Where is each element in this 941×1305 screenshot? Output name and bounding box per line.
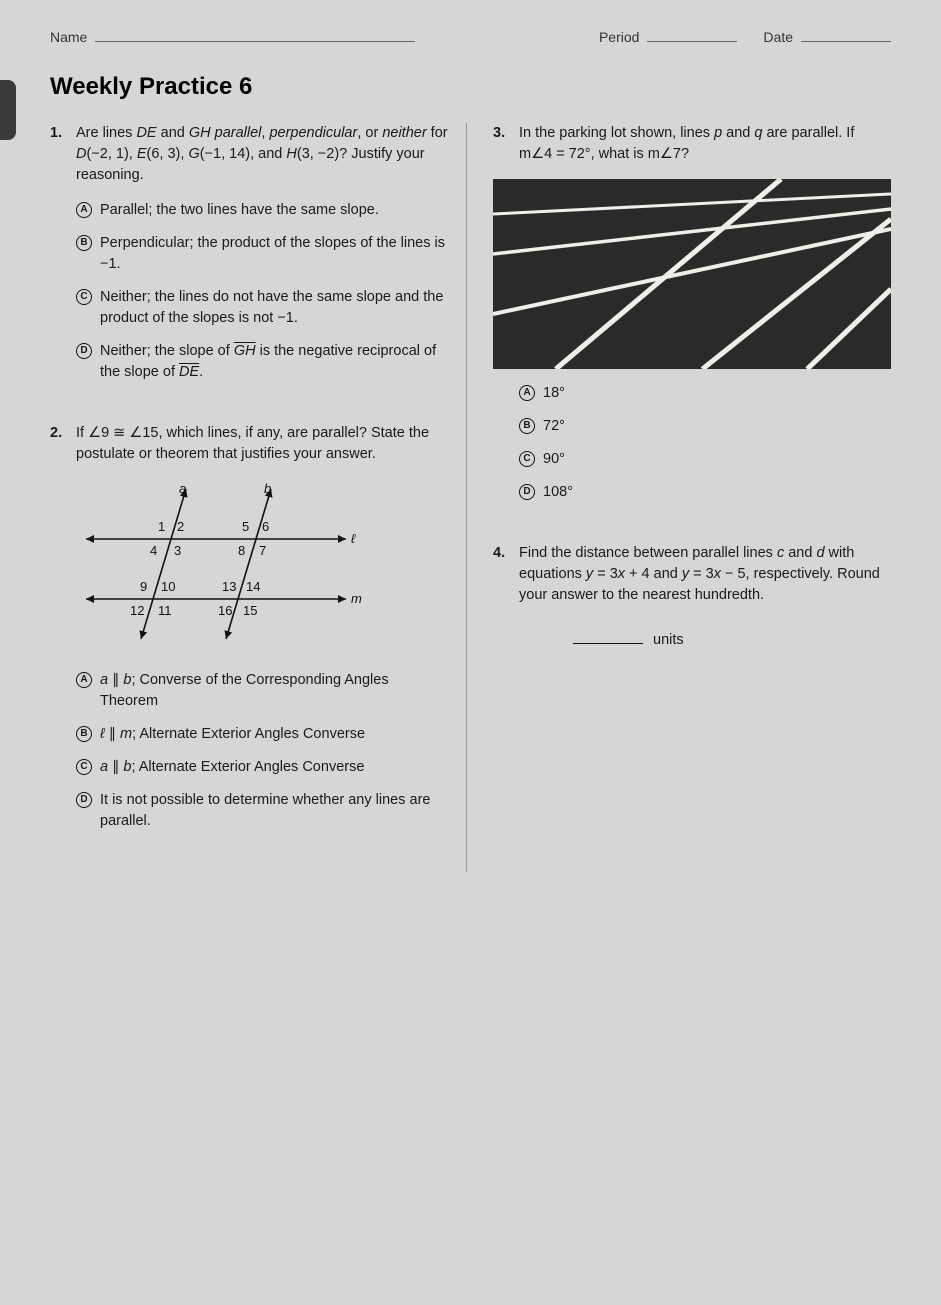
choice-text: a ∥ b; Converse of the Corresponding Ang… [100,670,448,712]
name-blank[interactable] [95,28,415,42]
choice-text: Perpendicular; the product of the slopes… [100,233,448,275]
problem-2: 2. If ∠9 ≅ ∠15, which lines, if any, are… [50,423,448,832]
problem-1-choices: A Parallel; the two lines have the same s… [50,200,448,383]
problem-4: 4. Find the distance between parallel li… [493,543,891,651]
choice-text: It is not possible to determine whether … [100,790,448,832]
svg-text:5: 5 [242,519,249,534]
svg-text:b: b [264,481,271,496]
choice-text: ℓ ∥ m; Alternate Exterior Angles Convers… [100,724,365,745]
choice-text: 18° [543,383,565,404]
problem-3: 3. In the parking lot shown, lines p and… [493,123,891,503]
choice-text: 72° [543,416,565,437]
svg-text:ℓ: ℓ [351,531,356,546]
choice-letter-icon: C [76,289,92,305]
choice-option[interactable]: D 108° [519,482,891,503]
problem-2-choices: Aa ∥ b; Converse of the Corresponding An… [50,670,448,832]
svg-text:10: 10 [161,579,175,594]
svg-text:m: m [351,591,362,606]
choice-letter-icon: B [76,726,92,742]
choice-text: Neither; the lines do not have the same … [100,287,448,329]
svg-text:13: 13 [222,579,236,594]
answer-blank[interactable] [573,630,643,644]
svg-text:14: 14 [246,579,260,594]
worksheet-header: Name Period Date [50,28,891,45]
right-column: 3. In the parking lot shown, lines p and… [493,123,891,872]
problem-1: 1. Are lines DE and GH parallel, perpend… [50,123,448,383]
period-blank[interactable] [647,28,737,42]
choice-text: Neither; the slope of GH is the negative… [100,341,448,383]
choice-letter-icon: C [76,759,92,775]
choice-option[interactable]: Bℓ ∥ m; Alternate Exterior Angles Conver… [76,724,448,745]
problem-number: 3. [493,123,511,165]
choice-option[interactable]: Ca ∥ b; Alternate Exterior Angles Conver… [76,757,448,778]
left-column: 1. Are lines DE and GH parallel, perpend… [50,123,467,872]
choice-letter-icon: B [76,235,92,251]
choice-letter-icon: A [76,672,92,688]
svg-text:a: a [179,481,186,496]
answer-units: units [653,632,684,648]
svg-text:4: 4 [150,543,157,558]
choice-letter-icon: D [519,484,535,500]
choice-option[interactable]: D It is not possible to determine whether… [76,790,448,832]
svg-text:11: 11 [158,603,172,618]
angles-diagram: a b ℓ m 12 4 3 56 87 9 10 12 11 13 14 16 15 [76,479,448,656]
period-label: Period [599,29,639,45]
problem-number: 4. [493,543,511,606]
choice-text: 90° [543,449,565,470]
choice-option[interactable]: B Perpendicular; the product of the slope… [76,233,448,275]
choice-option[interactable]: A 18° [519,383,891,404]
choice-text: Parallel; the two lines have the same sl… [100,200,379,221]
svg-text:1: 1 [158,519,165,534]
problem-prompt: If ∠9 ≅ ∠15, which lines, if any, are pa… [76,423,448,465]
choice-option[interactable]: C Neither; the lines do not have the same… [76,287,448,329]
svg-text:8: 8 [238,543,245,558]
svg-text:2: 2 [177,519,184,534]
svg-text:9: 9 [140,579,147,594]
svg-text:12: 12 [130,603,144,618]
problem-3-choices: A 18° B 72° C 90° D 108° [493,383,891,503]
answer-row: units [493,630,891,651]
choice-option[interactable]: Aa ∥ b; Converse of the Corresponding An… [76,670,448,712]
worksheet-title: Weekly Practice 6 [50,73,891,101]
choice-letter-icon: C [519,451,535,467]
content-columns: 1. Are lines DE and GH parallel, perpend… [50,123,891,872]
parking-lot-image [493,179,891,369]
choice-letter-icon: A [519,385,535,401]
svg-text:7: 7 [259,543,266,558]
svg-text:6: 6 [262,519,269,534]
date-label: Date [763,29,793,45]
name-label: Name [50,29,87,45]
choice-option[interactable]: C 90° [519,449,891,470]
diagram-svg: a b ℓ m 12 4 3 56 87 9 10 12 11 13 14 16 15 [76,479,376,649]
date-blank[interactable] [801,28,891,42]
problem-prompt: Are lines DE and GH parallel, perpendicu… [76,123,448,186]
choice-text: 108° [543,482,573,503]
choice-option[interactable]: A Parallel; the two lines have the same s… [76,200,448,221]
problem-prompt: In the parking lot shown, lines p and q … [519,123,891,165]
binder-tab [0,80,16,140]
svg-text:15: 15 [243,603,257,618]
problem-number: 2. [50,423,68,465]
choice-letter-icon: D [76,792,92,808]
choice-letter-icon: B [519,418,535,434]
choice-option[interactable]: B 72° [519,416,891,437]
choice-option[interactable]: D Neither; the slope of GH is the negativ… [76,341,448,383]
choice-letter-icon: D [76,343,92,359]
choice-text: a ∥ b; Alternate Exterior Angles Convers… [100,757,364,778]
svg-text:16: 16 [218,603,232,618]
parking-lot-svg [493,179,891,369]
choice-letter-icon: A [76,202,92,218]
svg-text:3: 3 [174,543,181,558]
problem-prompt: Find the distance between parallel lines… [519,543,891,606]
problem-number: 1. [50,123,68,186]
